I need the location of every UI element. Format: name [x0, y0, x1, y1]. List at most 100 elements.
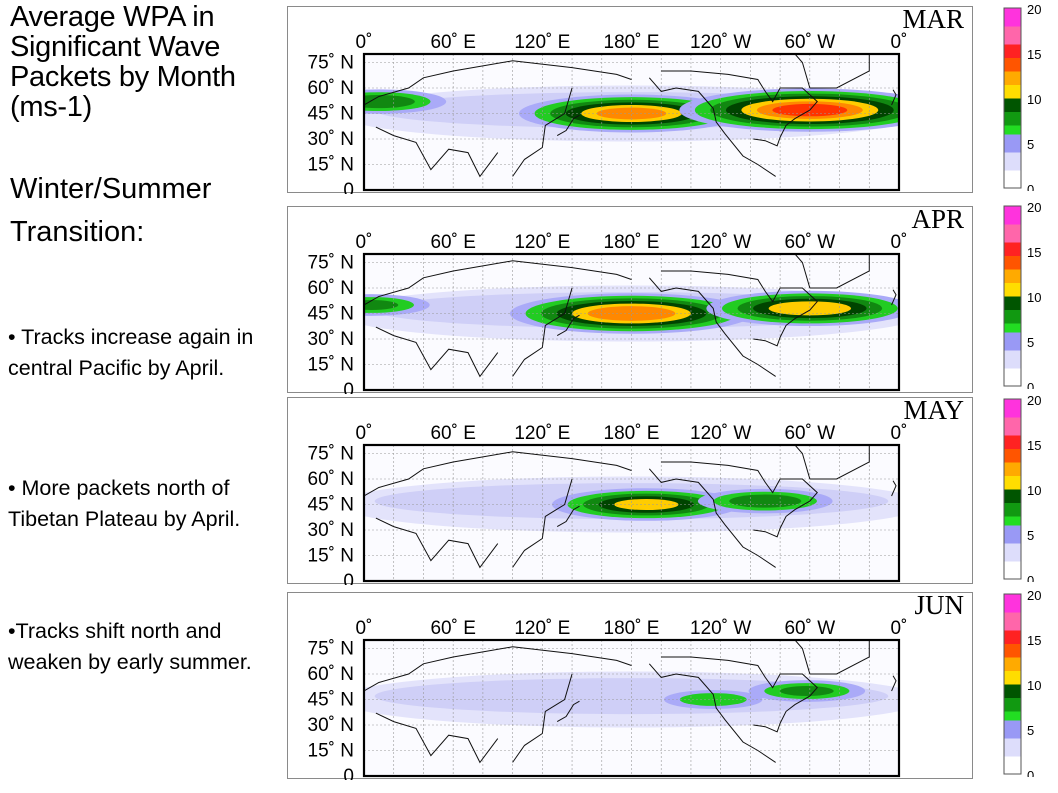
x-tick-label: 120˚ W	[690, 232, 751, 253]
y-tick-label: 45˚ N	[308, 690, 354, 711]
x-tick-label: 60˚ E	[430, 423, 475, 444]
map-frame	[362, 52, 901, 192]
coastline	[512, 87, 573, 177]
x-tick-label: 120˚ W	[690, 618, 751, 639]
colorbar-segment	[1004, 417, 1021, 436]
wpa-contour-6	[364, 95, 415, 109]
y-tick-label: 0	[343, 380, 354, 394]
coastline	[661, 70, 818, 147]
x-tick-label: 60˚ E	[430, 32, 475, 53]
coastline	[661, 461, 818, 538]
coastline	[648, 468, 776, 568]
colorbar-tick-label: 20	[1027, 395, 1041, 408]
y-tick-label: 60˚ N	[308, 469, 354, 490]
coastline	[648, 77, 776, 177]
colorbar-tick-label: 0	[1027, 768, 1034, 777]
coastline	[794, 54, 870, 89]
colorbar-segment	[1004, 224, 1021, 243]
coastline	[364, 451, 632, 497]
x-tick-label: 0˚	[356, 32, 373, 53]
map-plot-area	[364, 54, 899, 190]
x-tick-label: 0˚	[891, 232, 908, 253]
x-tick-label: 120˚ W	[690, 423, 751, 444]
x-tick-label: 120˚ E	[514, 32, 570, 53]
colorbar-segment	[1004, 44, 1021, 58]
colorbar-segment	[1004, 756, 1021, 775]
x-tick-label: 180˚ E	[604, 232, 660, 253]
slide-title: Average WPA in Significant Wave Packets …	[10, 1, 236, 123]
map-panel-may: 0˚ 60˚ E 120˚ E 180˚ E 120˚ W 60˚ W 0˚ 75˚ N 60˚…	[287, 395, 973, 585]
colorbar-segment	[1004, 57, 1021, 72]
colorbar-segment	[1004, 502, 1021, 517]
coastline	[375, 126, 499, 178]
colorbar-tick-label: 10	[1027, 678, 1041, 693]
map-panel-apr: 0˚ 60˚ E 120˚ E 180˚ E 120˚ W 60˚ W 0˚ 75˚ N 60˚…	[287, 204, 973, 394]
map-plot-area	[364, 640, 899, 776]
y-tick-label: 30˚ N	[308, 329, 354, 350]
slide-subtitle: Winter/Summer Transition:	[10, 173, 212, 248]
colorbar-segment	[1004, 296, 1021, 310]
colorbar-tick-label: 5	[1027, 137, 1034, 152]
map-panel-jun: 0˚ 60˚ E 120˚ E 180˚ E 120˚ W 60˚ W 0˚ 75˚ N 60˚…	[287, 590, 973, 780]
month-label: MAY	[903, 395, 964, 425]
wpa-contour-12	[587, 306, 676, 321]
colorbar-tick-label: 20	[1027, 202, 1041, 215]
colorbar-tick-label: 15	[1027, 438, 1041, 453]
colorbar-segment	[1004, 561, 1021, 580]
colorbar-tick-label: 10	[1027, 92, 1041, 107]
colorbar-may: 0 5 10 15 20	[1002, 393, 1058, 588]
coastline	[891, 289, 897, 306]
colorbar-segment	[1004, 643, 1021, 658]
x-tick-label: 0˚	[891, 618, 908, 639]
wpa-contour-10	[768, 301, 852, 316]
colorbar-apr: 0 5 10 15 20	[1002, 200, 1058, 395]
colorbar-segment	[1004, 323, 1021, 333]
coastline	[512, 673, 573, 763]
colorbar-tick-label: 20	[1027, 590, 1041, 603]
colorbar-segment	[1004, 657, 1021, 671]
y-tick-label: 0	[343, 571, 354, 585]
y-tick-label: 45˚ N	[308, 304, 354, 325]
colorbar-segment	[1004, 711, 1021, 721]
coastline	[556, 505, 580, 528]
month-label: APR	[911, 204, 964, 234]
colorbar-mar: 0 5 10 15 20	[1002, 2, 1058, 197]
x-tick-label: 120˚ E	[514, 618, 570, 639]
month-label: MAR	[902, 4, 964, 34]
y-tick-label: 30˚ N	[308, 520, 354, 541]
colorbar-segment	[1004, 475, 1021, 490]
colorbar-segment	[1004, 255, 1021, 270]
coastline	[375, 712, 499, 764]
colorbar-segment	[1004, 489, 1021, 503]
x-tick-label: 0˚	[356, 618, 373, 639]
colorbar-segment	[1004, 516, 1021, 526]
colorbar-segment	[1004, 368, 1021, 387]
coastline	[891, 89, 897, 106]
coastline	[794, 640, 870, 675]
coastline	[661, 270, 818, 347]
coastline	[375, 326, 499, 378]
colorbar-segment	[1004, 697, 1021, 712]
x-tick-label: 60˚ W	[784, 32, 835, 53]
colorbar-jun: 0 5 10 15 20	[1002, 588, 1058, 783]
colorbar-tick-label: 0	[1027, 573, 1034, 582]
x-tick-label: 0˚	[356, 232, 373, 253]
coastline	[794, 254, 870, 289]
x-tick-label: 60˚ W	[784, 423, 835, 444]
colorbar-frame	[1003, 398, 1022, 580]
y-tick-label: 15˚ N	[308, 155, 354, 176]
wpa-contour-12	[596, 107, 667, 120]
colorbar-segment	[1004, 350, 1021, 369]
coastline	[556, 700, 580, 723]
colorbar-segment	[1004, 543, 1021, 562]
y-tick-label: 45˚ N	[308, 104, 354, 125]
colorbar-segment	[1004, 242, 1021, 256]
colorbar-segment	[1004, 134, 1021, 153]
colorbar-tick-label: 5	[1027, 335, 1034, 350]
colorbar-tick-label: 15	[1027, 47, 1041, 62]
coastline	[891, 675, 897, 692]
wpa-contour-6	[780, 685, 834, 697]
colorbar-frame	[1003, 593, 1022, 775]
colorbar-segment	[1004, 98, 1021, 112]
map-panel-mar: 0˚ 60˚ E 120˚ E 180˚ E 120˚ W 60˚ W 0˚ 75˚ N 60˚…	[287, 4, 973, 194]
